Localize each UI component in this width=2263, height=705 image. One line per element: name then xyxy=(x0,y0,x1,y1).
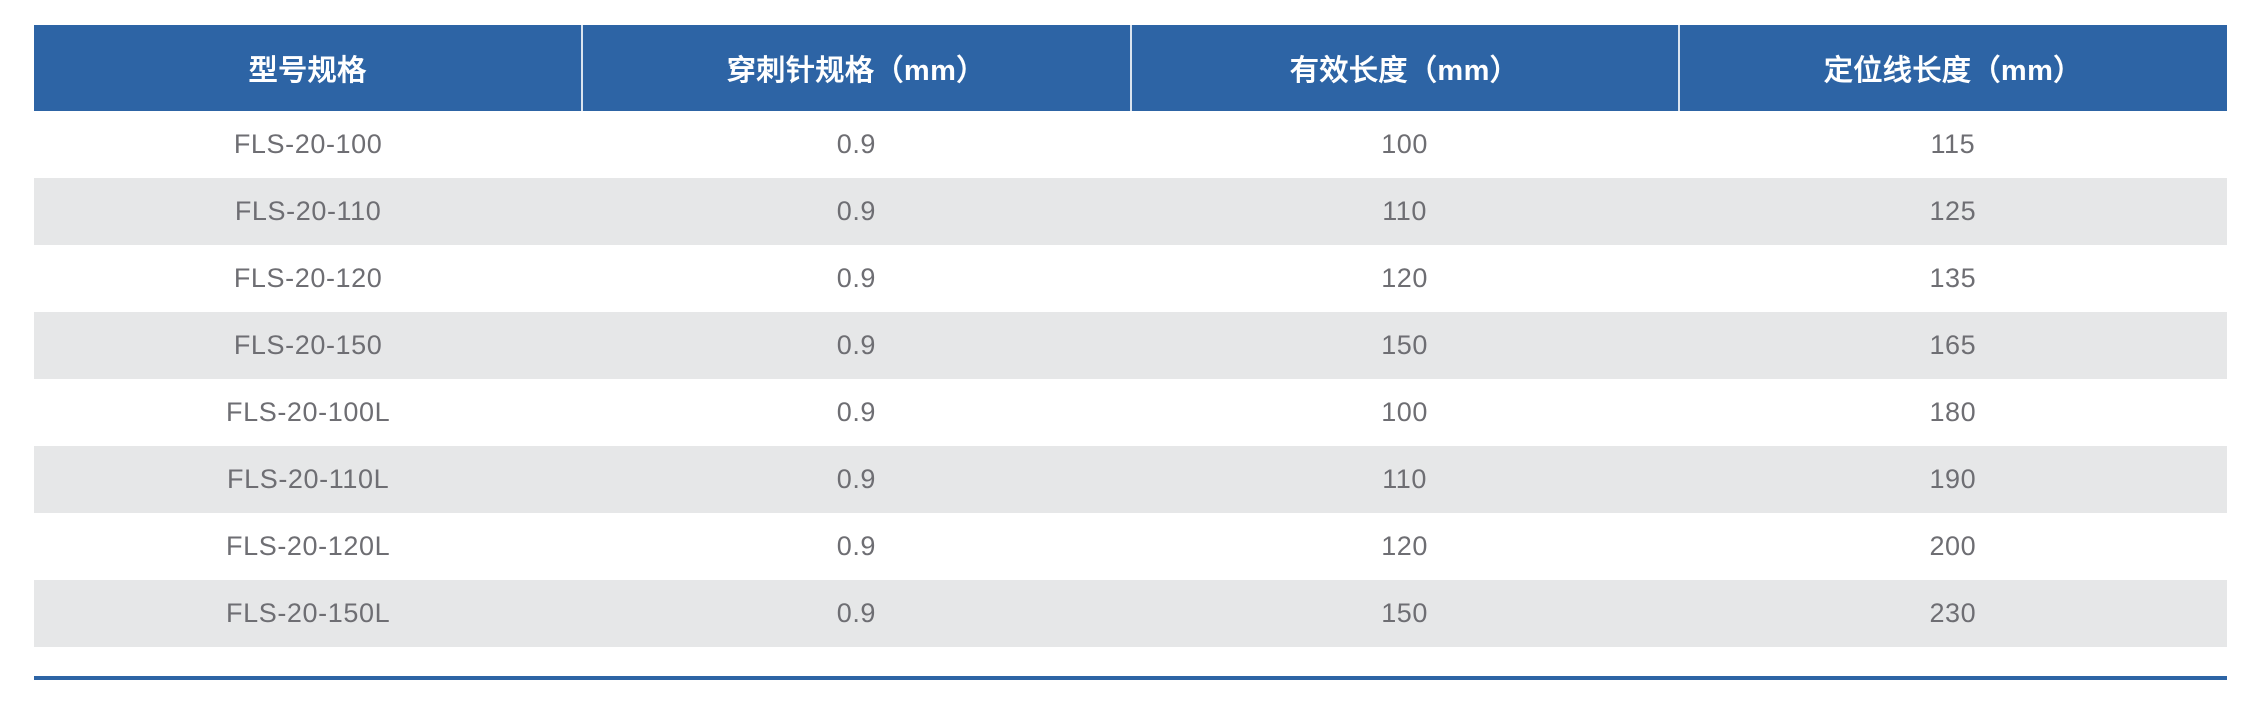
cell-locating_line_length: 115 xyxy=(1930,129,1976,159)
cell-model: FLS-20-110L xyxy=(227,464,390,494)
table-row: FLS-20-100 0.9 100 115 xyxy=(34,111,2227,178)
table-row: FLS-20-120L 0.9 120 200 xyxy=(34,513,2227,580)
table-header-row: 型号规格 穿刺针规格（mm） 有效长度（mm） 定位线长度（mm） xyxy=(34,25,2227,111)
table-bottom-rule xyxy=(34,676,2227,680)
cell-effective_length: 150 xyxy=(1381,598,1429,628)
cell-effective_length: 150 xyxy=(1381,330,1429,360)
table-row: FLS-20-110 0.9 110 125 xyxy=(34,178,2227,245)
column-header-effective-length: 有效长度（mm） xyxy=(1130,25,1680,111)
cell-model: FLS-20-120 xyxy=(233,263,383,293)
cell-locating_line_length: 165 xyxy=(1929,330,1977,360)
table-row: FLS-20-110L 0.9 110 190 xyxy=(34,446,2227,513)
cell-model: FLS-20-150 xyxy=(233,330,383,360)
column-header-locating-line-length: 定位线长度（mm） xyxy=(1823,55,2083,87)
cell-model: FLS-20-100 xyxy=(233,129,383,159)
cell-effective_length: 110 xyxy=(1382,196,1428,226)
table-row: FLS-20-100L 0.9 100 180 xyxy=(34,379,2227,446)
cell-locating_line_length: 230 xyxy=(1929,598,1977,628)
cell-locating_line_length: 125 xyxy=(1929,196,1977,226)
cell-needle: 0.9 xyxy=(836,464,877,494)
cell-needle: 0.9 xyxy=(836,531,877,561)
cell-model: FLS-20-100L xyxy=(226,397,391,427)
table-header: 型号规格 穿刺针规格（mm） 有效长度（mm） 定位线长度（mm） xyxy=(34,25,2227,111)
cell-locating_line_length: 190 xyxy=(1929,464,1977,494)
cell-effective_length: 120 xyxy=(1381,531,1429,561)
cell-effective_length: 100 xyxy=(1381,129,1429,159)
cell-needle: 0.9 xyxy=(836,129,877,159)
cell-needle: 0.9 xyxy=(836,263,877,293)
cell-effective_length: 120 xyxy=(1381,263,1429,293)
column-header-needle-spec: 穿刺针规格（mm） xyxy=(582,25,1132,111)
table-body: FLS-20-100 0.9 100 115 FLS-20-110 0.9 110 125 FL… xyxy=(34,111,2227,647)
cell-locating_line_length: 135 xyxy=(1929,263,1977,293)
cell-effective_length: 110 xyxy=(1382,464,1428,494)
specification-table: 型号规格 穿刺针规格（mm） 有效长度（mm） 定位线长度（mm） FLS-20… xyxy=(34,25,2227,647)
table-row: FLS-20-120 0.9 120 135 xyxy=(34,245,2227,312)
cell-model: FLS-20-120L xyxy=(226,531,391,561)
cell-locating_line_length: 200 xyxy=(1929,531,1977,561)
cell-needle: 0.9 xyxy=(836,397,877,427)
cell-needle: 0.9 xyxy=(836,330,877,360)
cell-needle: 0.9 xyxy=(836,598,877,628)
cell-effective_length: 100 xyxy=(1381,397,1429,427)
cell-model: FLS-20-150L xyxy=(226,598,391,628)
table-row: FLS-20-150 0.9 150 165 xyxy=(34,312,2227,379)
column-header-model: 型号规格 xyxy=(34,25,584,111)
cell-locating_line_length: 180 xyxy=(1929,397,1977,427)
table-row: FLS-20-150L 0.9 150 230 xyxy=(34,580,2227,647)
cell-needle: 0.9 xyxy=(836,196,877,226)
cell-model: FLS-20-110 xyxy=(234,196,382,226)
